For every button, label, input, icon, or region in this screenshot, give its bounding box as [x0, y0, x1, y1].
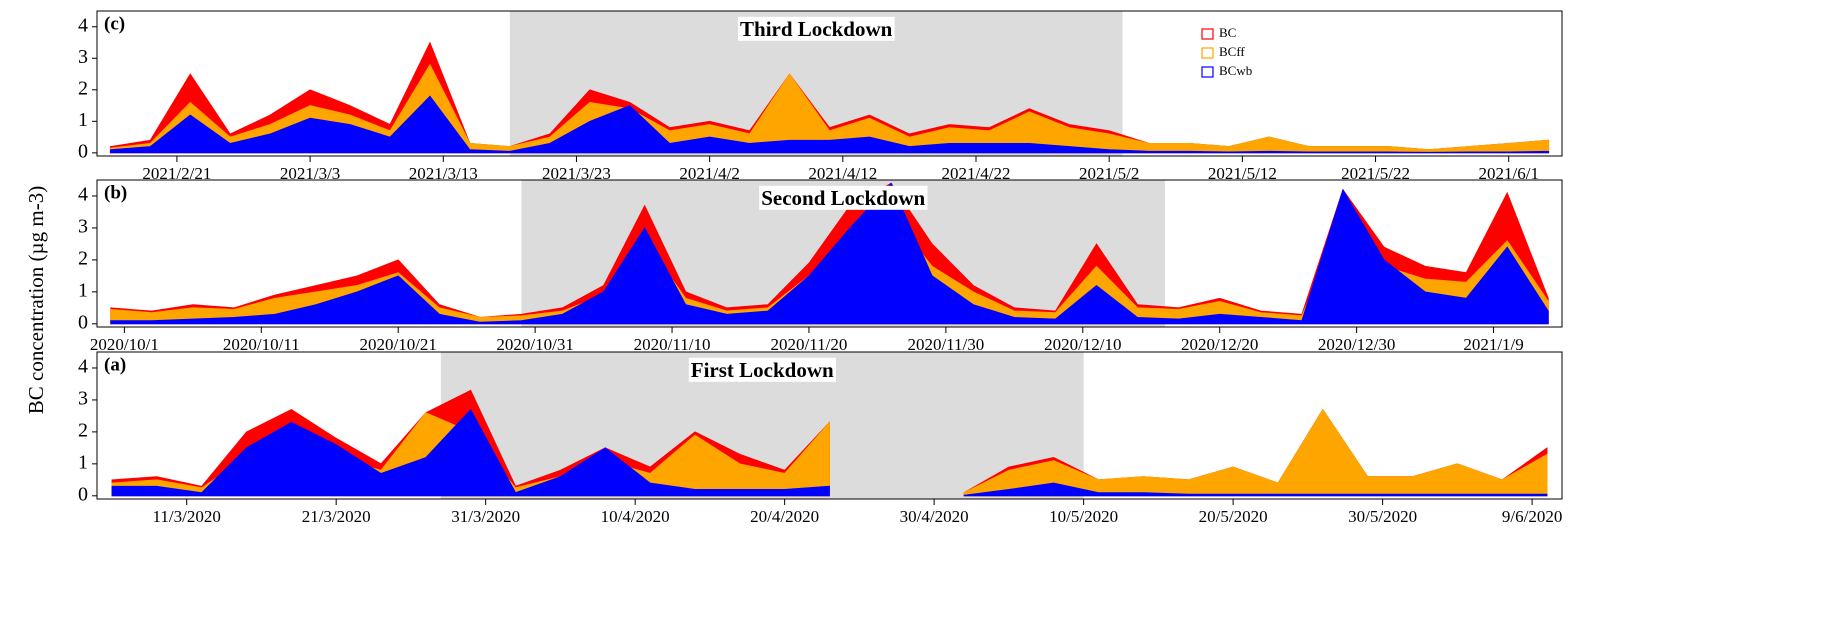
x-tick-label: 21/3/2020 — [302, 507, 371, 526]
legend-label: BCwb — [1219, 63, 1252, 78]
y-tick-label: 0 — [78, 140, 88, 162]
x-tick-label: 30/4/2020 — [900, 507, 969, 526]
legend-swatch — [1201, 47, 1214, 59]
x-tick-label: 2020/12/20 — [1181, 335, 1258, 354]
annotation-bg — [759, 185, 928, 210]
legend-swatch — [1201, 66, 1214, 78]
x-tick-label: 2021/3/23 — [542, 164, 611, 183]
x-tick-label: 2020/10/31 — [496, 335, 573, 354]
x-tick-label: 2020/11/30 — [907, 335, 984, 354]
panel-label: (a) — [104, 354, 126, 375]
x-tick-label: 2021/5/2 — [1079, 164, 1139, 183]
annotation: Second Lockdown — [761, 186, 925, 210]
x-tick-label: 2020/10/21 — [359, 335, 436, 354]
y-axis-label: BC concentration (µg m-3) — [24, 186, 48, 414]
x-tick-label: 2021/3/3 — [280, 164, 340, 183]
y-tick-label: 3 — [78, 216, 88, 238]
x-tick-label: 20/5/2020 — [1199, 507, 1268, 526]
legend-label: BCff — [1219, 44, 1245, 59]
panel: 0 1 2 3 4 11/3/2020 21/3/2020 31/3/2020 10/4/202… — [78, 351, 1563, 526]
x-tick-label: 2020/12/30 — [1318, 335, 1395, 354]
y-tick-label: 2 — [78, 247, 88, 269]
y-tick-label: 2 — [78, 77, 88, 99]
x-tick-label: 2020/10/11 — [223, 335, 300, 354]
y-tick-label: 2 — [78, 419, 88, 441]
x-tick-label: 2020/11/20 — [771, 335, 848, 354]
annotation-bg — [688, 357, 837, 382]
x-tick-label: 2021/4/22 — [942, 164, 1011, 183]
x-tick-label: 2020/11/10 — [634, 335, 711, 354]
x-tick-label: 2021/1/9 — [1463, 335, 1523, 354]
area-series — [111, 408, 1548, 497]
x-tick-label: 2021/2/21 — [142, 164, 211, 183]
x-tick-label: 31/3/2020 — [451, 507, 520, 526]
x-tick-label: 11/3/2020 — [153, 507, 221, 526]
legend-label: BC — [1219, 25, 1236, 40]
x-tick-label: 20/4/2020 — [750, 507, 819, 526]
annotation: First Lockdown — [691, 358, 834, 382]
plot-frame — [96, 10, 1563, 157]
panel: 0 1 2 3 4 2021/2/21 2021/3/3 2021/3/13 2021/3/23… — [78, 10, 1563, 183]
plot-frame — [96, 351, 1563, 500]
y-tick-label: 4 — [78, 184, 88, 206]
panel-label: (b) — [104, 182, 127, 203]
x-tick-label: 10/5/2020 — [1049, 507, 1118, 526]
y-tick-label: 4 — [78, 356, 88, 378]
y-tick-label: 0 — [78, 483, 88, 505]
x-tick-label: 2021/3/13 — [409, 164, 478, 183]
x-tick-label: 10/4/2020 — [601, 507, 670, 526]
x-tick-label: 9/6/2020 — [1502, 507, 1562, 526]
x-tick-label: 30/5/2020 — [1348, 507, 1417, 526]
y-tick-label: 3 — [78, 46, 88, 68]
y-tick-label: 3 — [78, 388, 88, 410]
x-tick-label: 2020/10/1 — [90, 335, 159, 354]
x-tick-label: 2021/6/1 — [1479, 164, 1539, 183]
x-tick-label: 2021/4/12 — [808, 164, 877, 183]
legend-swatch — [1201, 28, 1214, 40]
x-tick-label: 2020/12/10 — [1044, 335, 1121, 354]
y-tick-label: 1 — [78, 109, 88, 131]
x-tick-label: 2021/4/2 — [679, 164, 739, 183]
y-tick-label: 1 — [78, 279, 88, 301]
panel-label: (c) — [104, 13, 125, 34]
y-tick-label: 4 — [78, 14, 88, 36]
y-tick-label: 0 — [78, 311, 88, 333]
area-series — [109, 95, 1550, 154]
x-tick-label: 2021/5/12 — [1208, 164, 1277, 183]
y-tick-label: 1 — [78, 451, 88, 473]
annotation-bg — [738, 16, 895, 41]
plot-frame — [96, 179, 1563, 328]
annotation: Third Lockdown — [740, 17, 893, 41]
panel: 0 1 2 3 4 2020/10/1 2020/10/11 2020/10/21 2020/1… — [78, 179, 1563, 354]
area-series — [110, 182, 1549, 325]
x-tick-label: 2021/5/22 — [1341, 164, 1410, 183]
